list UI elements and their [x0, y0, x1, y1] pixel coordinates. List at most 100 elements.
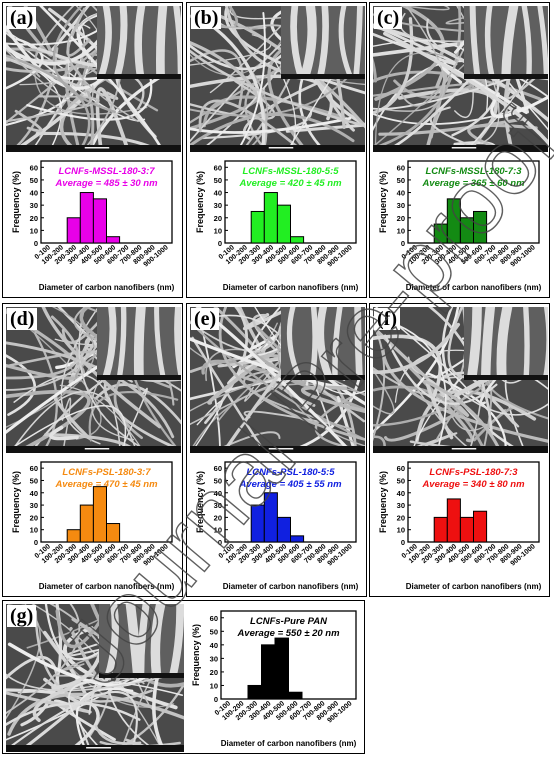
y-tick-label: 0	[214, 695, 218, 704]
x-axis-label: Diameter of carbon nanofibers (nm)	[39, 582, 175, 591]
chart-container: LCNFs-MSSL-180-7:3 Average = 365 ± 60 nm 0…	[374, 155, 545, 300]
figure-panel: (e) LCNFs-PSL-180-5:5 Average = 405 ± 55 n…	[186, 303, 367, 597]
y-axis-label: Frequency (%)	[378, 171, 388, 233]
x-axis-label: Diameter of carbon nanofibers (nm)	[223, 582, 359, 591]
histogram-bar	[66, 529, 81, 543]
chart-container: LCNFs-Pure PAN Average = 550 ± 20 nm 0 10 20…	[187, 605, 362, 756]
chart-title: LCNFs-MSSL-180-7:3	[425, 166, 522, 177]
y-tick-label: 30	[214, 201, 222, 210]
y-tick-label: 30	[397, 201, 405, 210]
histogram-bar	[290, 236, 305, 244]
chart-container: LCNFs-MSSL-180-5:5 Average = 420 ± 45 nm 0…	[191, 155, 362, 300]
y-tick-label: 20	[30, 513, 38, 522]
y-tick-label: 0	[218, 239, 222, 248]
y-tick-label: 40	[30, 189, 38, 198]
y-tick-label: 10	[397, 526, 405, 535]
histogram-bar	[263, 492, 278, 543]
sem-micrograph	[373, 307, 548, 453]
histogram-bar	[459, 516, 475, 543]
y-tick-label: 20	[214, 214, 222, 223]
y-tick-label: 20	[210, 668, 218, 677]
histogram-bar	[473, 510, 488, 543]
histogram-bar	[459, 217, 475, 244]
sem-micrograph	[373, 6, 548, 152]
y-tick-label: 30	[30, 501, 38, 510]
y-tick-label: 10	[210, 681, 218, 690]
chart-container: LCNFs-PSL-180-5:5 Average = 405 ± 55 nm 0 1…	[191, 456, 362, 599]
y-tick-label: 60	[397, 163, 405, 172]
histogram-bar	[79, 504, 94, 543]
y-tick-label: 60	[397, 464, 405, 473]
histogram-bar	[263, 192, 278, 244]
sem-micrograph	[6, 307, 181, 453]
chart-subtitle: Average = 485 ± 30 nm	[54, 178, 158, 189]
figure-panel: (a) LCNFs-MSSL-180-3:7 Average = 485 ± 30 …	[2, 2, 183, 298]
chart-subtitle: Average = 470 ± 45 nm	[54, 479, 158, 490]
sem-inset	[281, 307, 365, 380]
y-tick-label: 50	[397, 476, 405, 485]
histogram-bar	[106, 523, 121, 543]
y-tick-label: 20	[397, 513, 405, 522]
histogram-bar	[247, 684, 262, 700]
histogram-bar	[446, 498, 461, 543]
y-tick-label: 40	[30, 489, 38, 498]
y-axis-label: Frequency (%)	[195, 171, 205, 233]
histogram-bar	[92, 198, 108, 244]
panel-label: (f)	[374, 308, 400, 330]
histogram-bar	[274, 637, 289, 700]
panel-label: (c)	[374, 7, 403, 29]
y-axis-label: Frequency (%)	[195, 471, 205, 533]
chart-title: LCNFs-MSSL-180-3:7	[58, 166, 155, 177]
y-axis-label: Frequency (%)	[11, 471, 21, 533]
y-tick-label: 0	[401, 538, 405, 547]
y-axis-label: Frequency (%)	[191, 624, 201, 686]
chart-title: LCNFs-MSSL-180-5:5	[242, 166, 339, 177]
y-tick-label: 50	[397, 176, 405, 185]
y-tick-label: 40	[397, 489, 405, 498]
histogram-bar	[446, 198, 461, 244]
y-tick-label: 20	[30, 214, 38, 223]
panel-label: (b)	[191, 7, 222, 29]
y-tick-label: 50	[214, 176, 222, 185]
histogram-bar	[433, 516, 448, 543]
y-tick-label: 0	[218, 538, 222, 547]
chart-subtitle: Average = 550 ± 20 nm	[236, 628, 340, 639]
y-tick-label: 0	[401, 239, 405, 248]
sem-inset	[97, 6, 181, 79]
chart-container: LCNFs-PSL-180-7:3 Average = 340 ± 80 nm 0 1…	[374, 456, 545, 599]
chart-container: LCNFs-PSL-180-3:7 Average = 470 ± 45 nm 0 1…	[7, 456, 178, 599]
y-tick-label: 50	[210, 627, 218, 636]
y-tick-label: 40	[214, 189, 222, 198]
y-tick-label: 40	[210, 641, 218, 650]
x-axis-label: Diameter of carbon nanofibers (nm)	[221, 739, 357, 748]
figure-panel: (f) LCNFs-PSL-180-7:3 Average = 340 ± 80 n…	[369, 303, 550, 597]
chart-title: LCNFs-PSL-180-3:7	[62, 467, 151, 478]
y-tick-label: 0	[34, 538, 38, 547]
y-tick-label: 10	[397, 226, 405, 235]
histogram-bar	[66, 217, 81, 244]
chart-subtitle: Average = 340 ± 80 nm	[421, 479, 525, 490]
panel-label: (a)	[7, 7, 37, 29]
y-tick-label: 20	[397, 214, 405, 223]
histogram-bar	[106, 236, 121, 244]
histogram-bar	[92, 486, 108, 543]
y-tick-label: 50	[30, 176, 38, 185]
y-tick-label: 50	[30, 476, 38, 485]
y-tick-label: 30	[397, 501, 405, 510]
histogram-bar	[250, 504, 265, 543]
histogram-bar	[250, 210, 265, 244]
y-axis-label: Frequency (%)	[378, 471, 388, 533]
chart-container: LCNFs-MSSL-180-3:7 Average = 485 ± 30 nm 0…	[7, 155, 178, 300]
histogram-bar	[290, 535, 305, 543]
y-tick-label: 10	[30, 526, 38, 535]
sem-inset	[464, 6, 548, 79]
chart-subtitle: Average = 405 ± 55 nm	[238, 479, 342, 490]
y-tick-label: 60	[210, 614, 218, 623]
histogram-bar	[261, 644, 276, 700]
histogram-bar	[276, 204, 292, 244]
histogram-bar	[79, 192, 94, 244]
